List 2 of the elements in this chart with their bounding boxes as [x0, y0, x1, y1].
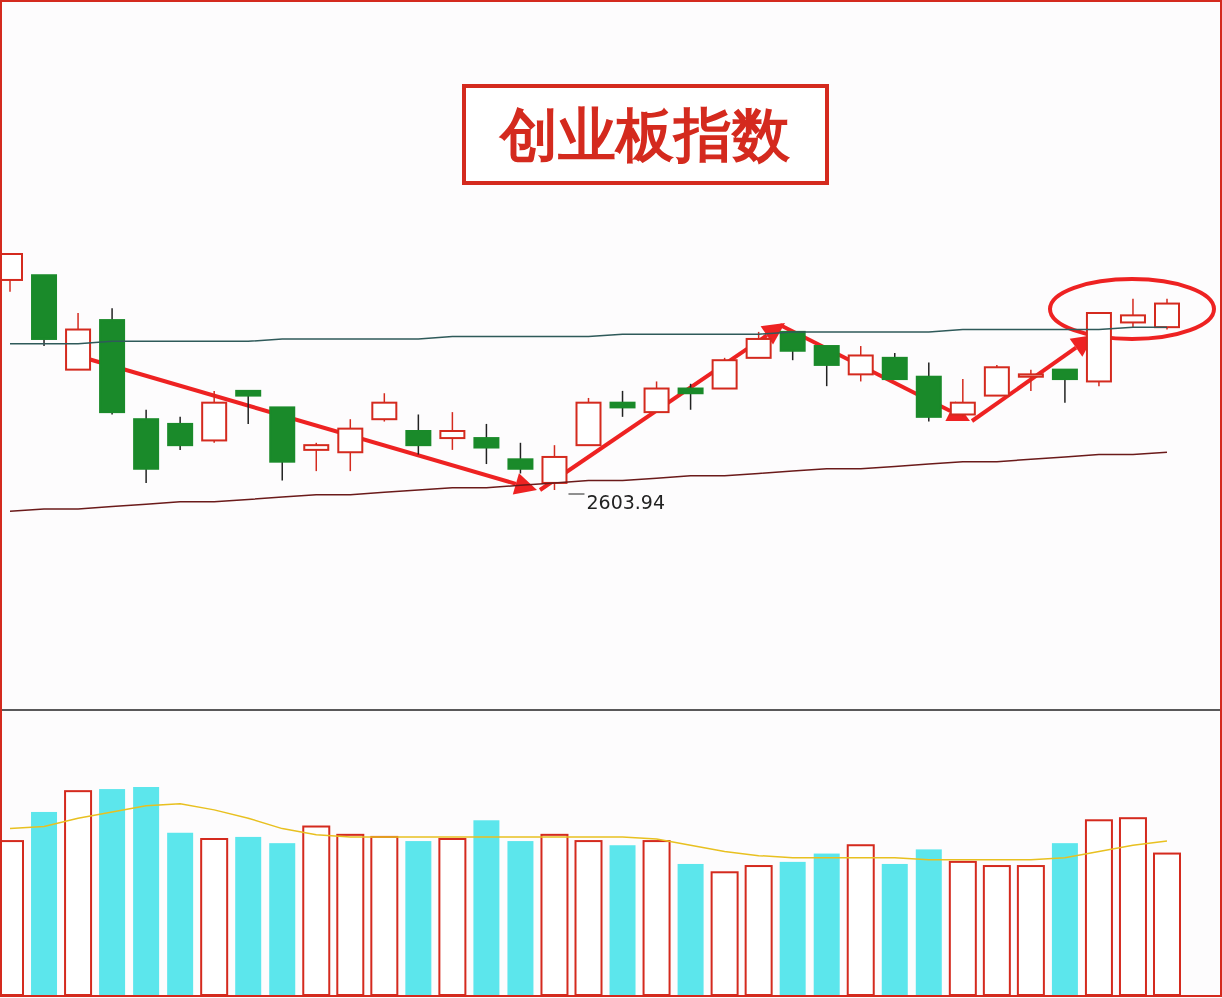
chart-title: 创业板指数	[498, 101, 791, 169]
text: 2603.94	[586, 491, 666, 513]
